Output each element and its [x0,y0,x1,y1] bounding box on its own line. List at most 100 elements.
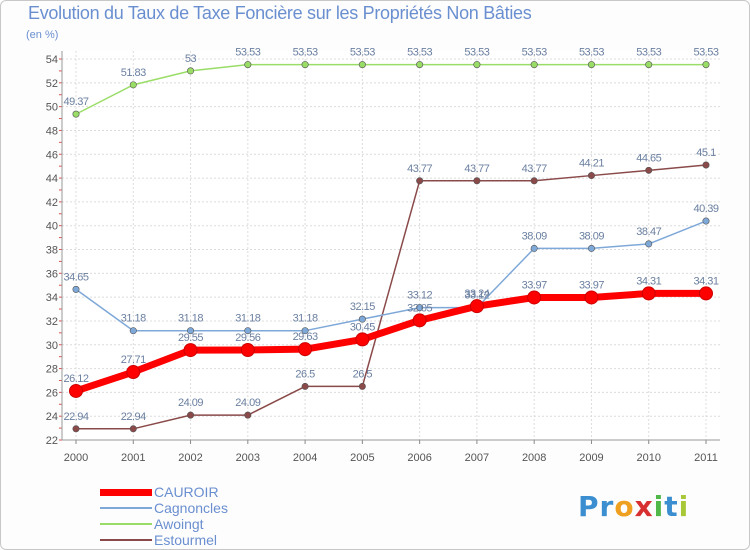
y-tick-label: 46 [46,149,58,161]
data-point-cauroir [699,286,713,301]
data-label-cauroir: 33.97 [522,279,547,291]
series-line-estourmel [75,164,707,430]
data-point-estourmel [587,172,595,180]
x-tick-label: 2003 [236,452,260,464]
data-point-estourmel [702,161,710,169]
data-label-cauroir: 33.97 [579,279,604,291]
data-label-cauroir: 29.55 [178,332,203,344]
data-point-awoingt [301,61,309,69]
data-point-cauroir [355,332,370,347]
series-line-awoingt [75,63,707,115]
data-point-cauroir [69,383,83,398]
data-label-cauroir: 27.71 [121,354,146,366]
data-label-estourmel: 44.21 [579,158,604,170]
data-label-awoingt: 51.83 [121,67,146,79]
series-line-cagnoncles [75,220,707,332]
data-label-cauroir: 34.31 [693,275,718,287]
data-label-awoingt: 53.53 [350,47,375,59]
legend-swatch [100,488,152,496]
y-tick-label: 52 [46,78,58,90]
x-tick-label: 2002 [178,452,202,464]
data-point-cagnoncles [416,304,424,312]
data-label-cagnoncles: 40.39 [693,203,718,215]
chart-title: Evolution du Taux de Taxe Foncière sur l… [28,3,532,23]
data-point-awoingt [702,61,710,69]
data-point-cagnoncles [358,315,366,323]
data-point-cauroir [584,290,599,305]
data-label-awoingt: 53.53 [522,47,547,59]
data-label-cagnoncles: 31.18 [235,313,260,325]
chart-legend: CAUROIR Cagnoncles Awoingt Estourmel [100,484,300,548]
data-label-cagnoncles: 31.18 [121,313,146,325]
y-tick-label: 24 [46,411,58,423]
data-point-cauroir [641,286,656,301]
data-point-cagnoncles [702,217,710,225]
data-point-cagnoncles [187,327,195,335]
data-point-cagnoncles [645,240,653,248]
data-point-cagnoncles [244,327,252,335]
data-label-cauroir: 29.56 [235,332,260,344]
x-tick-label: 2001 [121,452,145,464]
data-label-cauroir: 29.63 [293,331,318,343]
logo-letter: i [653,490,665,523]
data-label-awoingt: 53.53 [464,47,489,59]
data-label-cagnoncles: 38.09 [579,230,604,242]
data-label-estourmel: 22.94 [121,411,146,423]
data-point-awoingt [473,61,481,69]
y-tick-label: 42 [46,197,58,209]
y-tick-label: 38 [46,245,58,257]
data-label-awoingt: 53.53 [293,47,318,59]
y-tick-label: 22 [46,435,58,447]
data-point-estourmel [244,411,252,419]
y-tick-label: 26 [46,387,58,399]
legend-label: CAUROIR [154,484,219,500]
data-label-estourmel: 45.1 [696,147,716,159]
legend-swatch [100,523,152,525]
data-point-estourmel [187,411,195,419]
data-point-awoingt [129,81,137,89]
data-point-cauroir [298,342,313,357]
x-tick-label: 2008 [522,452,546,464]
data-label-estourmel: 26.5 [353,368,373,380]
data-point-cagnoncles [587,244,595,252]
data-point-estourmel [301,382,309,390]
data-point-cauroir [469,299,484,314]
logo-letter: i [678,490,690,523]
data-point-cagnoncles [129,327,137,335]
legend-item-estourmel: Estourmel [100,532,300,548]
data-label-awoingt: 49.37 [63,96,88,108]
data-point-estourmel [129,425,137,433]
data-point-cauroir [412,313,427,328]
logo-letter: r [599,490,615,523]
data-label-estourmel: 43.77 [522,163,547,175]
data-label-cauroir: 33.24 [464,288,489,300]
legend-swatch [100,507,152,509]
data-label-cauroir: 34.31 [636,275,661,287]
x-tick-label: 2004 [293,452,317,464]
legend-label: Estourmel [154,532,218,548]
legend-item-cagnoncles: Cagnoncles [100,500,300,516]
data-point-cauroir [183,343,198,358]
legend-item-cauroir: CAUROIR [100,484,300,500]
data-label-cagnoncles: 31.18 [293,313,318,325]
data-label-cagnoncles: 33.12 [407,290,432,302]
data-label-estourmel: 24.09 [235,397,260,409]
data-point-cagnoncles [530,244,538,252]
data-label-awoingt: 53.53 [636,47,661,59]
data-label-cagnoncles: 38.09 [522,230,547,242]
data-label-estourmel: 43.77 [407,163,432,175]
logo-letter: t [664,490,679,523]
y-tick-label: 28 [46,364,58,376]
data-point-cagnoncles [301,327,309,335]
x-tick-label: 2000 [64,452,88,464]
logo-letter: o [614,490,635,523]
data-point-estourmel [358,382,366,390]
data-label-cagnoncles: 33.12 [464,290,489,302]
data-point-awoingt [645,61,653,69]
x-tick-label: 2005 [350,452,374,464]
x-tick-label: 2009 [579,452,603,464]
legend-label: Cagnoncles [154,500,228,516]
data-label-awoingt: 53 [185,53,197,65]
legend-item-awoingt: Awoingt [100,516,300,532]
